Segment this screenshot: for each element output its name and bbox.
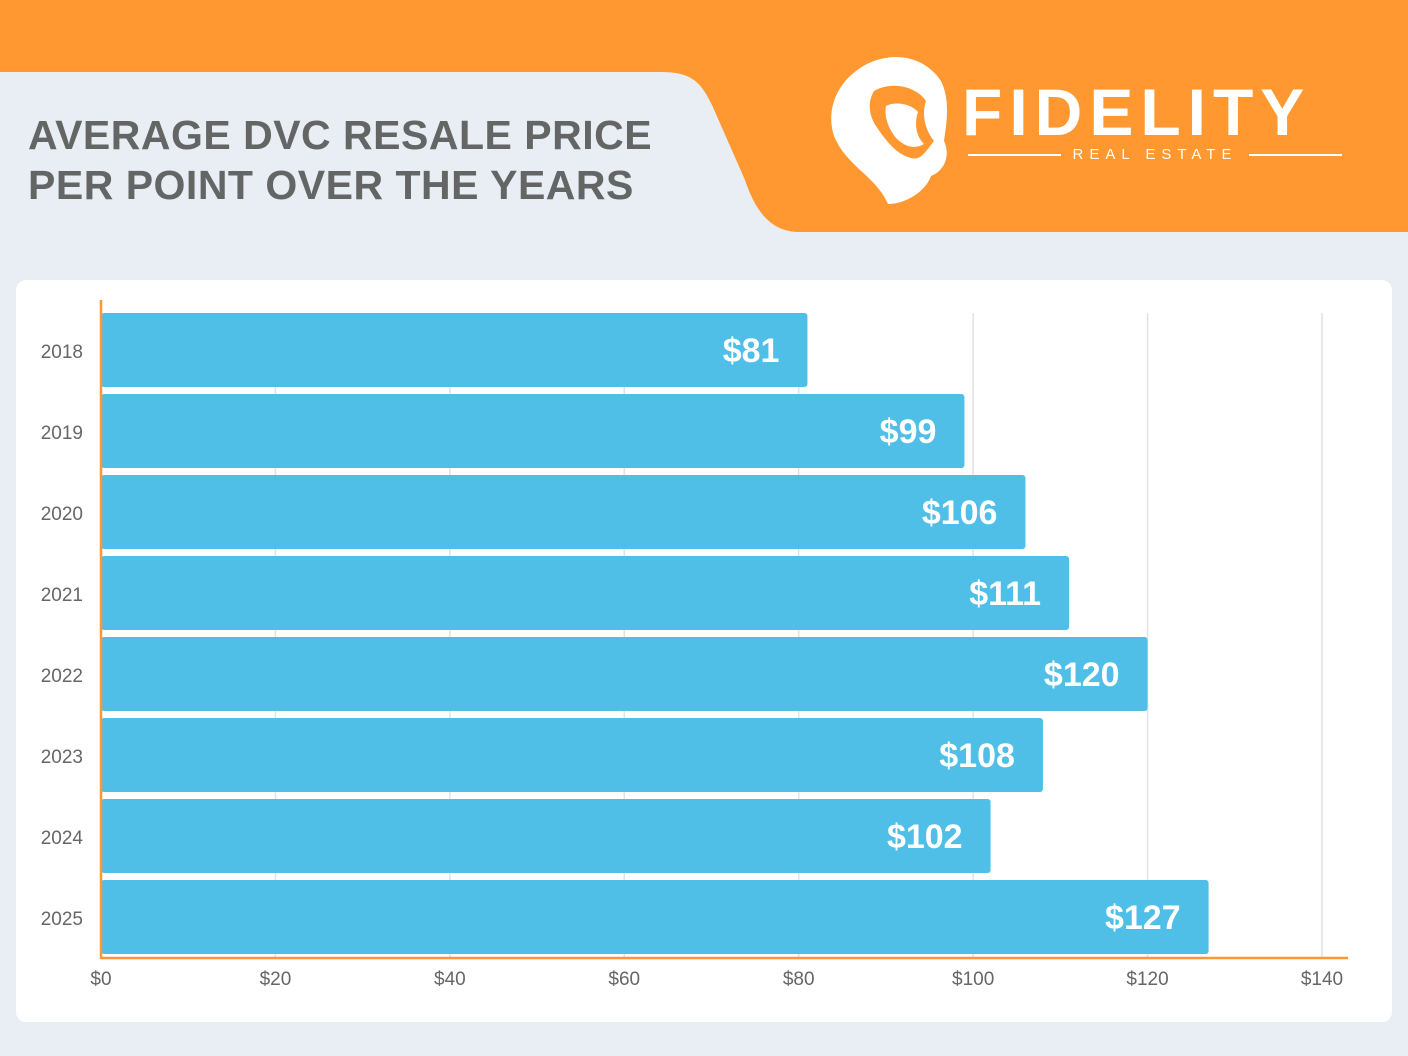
- y-tick-label: 2018: [41, 342, 83, 363]
- data-label: $111: [969, 575, 1041, 613]
- data-label: $106: [922, 494, 998, 532]
- x-tick-label: $140: [1301, 969, 1343, 990]
- data-label: $120: [1044, 656, 1120, 694]
- x-tick-label: $40: [434, 969, 466, 990]
- title-line-1: AVERAGE DVC RESALE PRICE: [28, 112, 653, 158]
- x-tick-label: $80: [783, 969, 815, 990]
- data-label: $127: [1105, 899, 1181, 937]
- y-tick-label: 2025: [41, 909, 83, 930]
- brand-tagline: REAL ESTATE: [968, 146, 1343, 163]
- header-background: [0, 0, 1408, 232]
- divider: [968, 153, 1061, 156]
- data-label: $108: [939, 737, 1015, 775]
- divider: [1249, 153, 1343, 156]
- fidelity-logo: FIDELITY: [826, 46, 1346, 206]
- bar-2021: [101, 556, 1070, 630]
- lion-head-icon: [831, 57, 948, 204]
- y-tick-label: 2024: [41, 828, 84, 849]
- y-tick-label: 2021: [41, 585, 83, 606]
- y-tick-label: 2022: [41, 666, 83, 687]
- brand-name: FIDELITY: [962, 75, 1312, 149]
- bar-2022: [101, 637, 1148, 711]
- title-line-2: PER POINT OVER THE YEARS: [28, 162, 634, 208]
- tagline-text: REAL ESTATE: [1072, 146, 1238, 163]
- data-label: $81: [723, 332, 780, 370]
- x-tick-label: $60: [608, 969, 640, 990]
- bar-2024: [101, 799, 991, 873]
- bar-2025: [101, 880, 1209, 954]
- data-label: $99: [880, 413, 937, 451]
- x-tick-label: $20: [260, 969, 292, 990]
- page-title: AVERAGE DVC RESALE PRICE PER POINT OVER …: [28, 110, 652, 210]
- bar-2023: [101, 718, 1043, 792]
- x-tick-label: $120: [1126, 969, 1168, 990]
- y-tick-label: 2023: [41, 747, 83, 768]
- y-tick-label: 2020: [41, 504, 83, 525]
- bar-2020: [101, 475, 1026, 549]
- y-tick-label: 2019: [41, 423, 83, 444]
- x-tick-label: $100: [952, 969, 994, 990]
- data-label: $102: [887, 818, 963, 856]
- bar-2018: [101, 313, 808, 387]
- bar-2019: [101, 394, 965, 468]
- x-tick-label: $0: [90, 969, 111, 990]
